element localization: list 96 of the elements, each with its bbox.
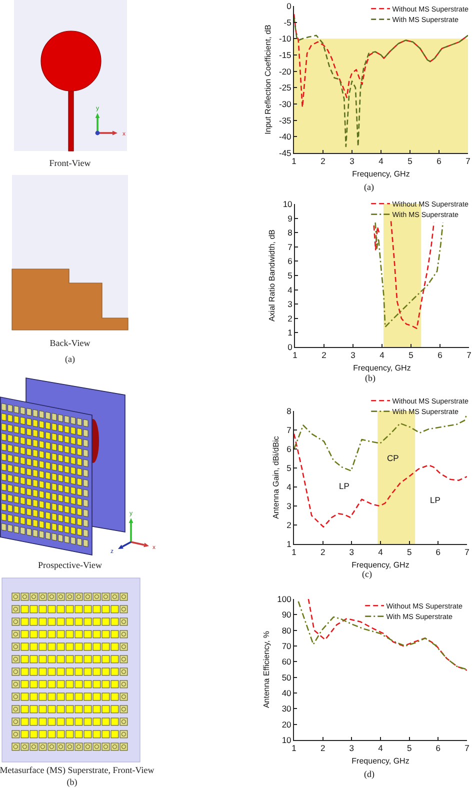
x-tick-label: 3 bbox=[349, 547, 354, 558]
y-tick-label: 8 bbox=[288, 228, 293, 238]
y-tick-label: -35 bbox=[279, 115, 292, 126]
y-tick-label: 7 bbox=[286, 424, 292, 435]
x-tick-label: 7 bbox=[466, 156, 471, 166]
x-tick-label: 3 bbox=[349, 743, 354, 754]
y-tick-label: 3 bbox=[286, 500, 292, 511]
y-tick-label: -5 bbox=[284, 17, 292, 28]
x-tick-label: 5 bbox=[406, 547, 412, 558]
text: (b) bbox=[66, 777, 78, 787]
y-tick-label: 1 bbox=[286, 538, 292, 549]
y-tick-label: 2 bbox=[288, 313, 293, 324]
y-tick-label: 4 bbox=[288, 284, 293, 295]
legend-label: With MS Superstrate bbox=[392, 210, 459, 220]
annotation: CP bbox=[387, 453, 400, 463]
y-tick-label: 5 bbox=[286, 462, 292, 473]
y-tick-label: 100 bbox=[277, 594, 292, 604]
annotation: LP bbox=[430, 495, 441, 505]
x-tick-label: 4 bbox=[378, 743, 384, 754]
x-tick-label: 6 bbox=[436, 743, 441, 754]
legend-label: With MS Superstrate bbox=[386, 612, 453, 622]
y-tick-label: 3 bbox=[288, 299, 293, 310]
legend-label: Without MS Superstrate bbox=[392, 4, 469, 14]
y-tick-label: 6 bbox=[286, 444, 292, 454]
text: (a) bbox=[364, 182, 374, 192]
y-tick-label: 70 bbox=[282, 640, 292, 651]
legend-label: Without MS Superstrate bbox=[386, 601, 463, 610]
y-tick-label: 5 bbox=[288, 270, 293, 280]
y-tick-label: 1 bbox=[288, 328, 293, 338]
text: Front-View bbox=[49, 158, 92, 168]
x-tick-label: 4 bbox=[378, 547, 384, 558]
x-axis-title: Frequency, GHz bbox=[353, 363, 411, 372]
y-tick-label: 90 bbox=[282, 610, 292, 620]
y-tick-label: 6 bbox=[288, 256, 293, 266]
y-tick-label: 8 bbox=[286, 406, 292, 416]
x-tick-label: 2 bbox=[320, 156, 326, 166]
line-series bbox=[374, 222, 444, 328]
x-tick-label: 2 bbox=[320, 743, 326, 754]
x-tick-label: 4 bbox=[380, 350, 385, 360]
y-tick-label: 4 bbox=[286, 482, 292, 492]
y-axis-title: Axial Ratio Bandwidth, dB bbox=[268, 229, 277, 322]
legend-label: With MS Superstrate bbox=[392, 15, 459, 24]
x-tick-label: 3 bbox=[350, 156, 355, 166]
y-tick-label: 50 bbox=[282, 672, 292, 682]
y-tick-label: 80 bbox=[282, 625, 292, 636]
text: Back-View bbox=[50, 338, 91, 348]
y-tick-label: -25 bbox=[279, 82, 292, 93]
y-tick-label: 20 bbox=[282, 719, 292, 730]
y-axis-title: Antenna Gain, dBi/dBic bbox=[271, 436, 280, 519]
text: Metasurface (MS) Superstrate, Front-View bbox=[0, 765, 155, 775]
y-tick-label: 9 bbox=[288, 213, 293, 224]
y-tick-label: -15 bbox=[279, 50, 292, 60]
legend-label: Without MS Superstrate bbox=[392, 396, 469, 406]
y-tick-label: 10 bbox=[282, 734, 292, 745]
x-tick-label: 7 bbox=[464, 743, 470, 754]
x-tick-label: 7 bbox=[466, 350, 472, 360]
y-tick-label: 0 bbox=[288, 342, 293, 352]
x-tick-label: 5 bbox=[408, 156, 413, 166]
line-series bbox=[294, 14, 468, 108]
y-tick-label: -45 bbox=[279, 148, 292, 158]
x-tick-label: 5 bbox=[408, 350, 414, 360]
x-tick-label: 2 bbox=[320, 547, 326, 558]
text: (b) bbox=[365, 373, 376, 383]
y-tick-label: 40 bbox=[282, 688, 292, 698]
x-tick-label: 6 bbox=[436, 547, 441, 558]
line-series bbox=[294, 16, 468, 148]
x-tick-label: 6 bbox=[438, 350, 443, 360]
annotation: LP bbox=[339, 481, 350, 491]
y-tick-label: -10 bbox=[279, 34, 292, 44]
x-tick-label: 5 bbox=[406, 743, 412, 754]
y-tick-label: 30 bbox=[282, 704, 292, 714]
y-axis-title: Input Reflection Coefficient, dB bbox=[264, 24, 273, 134]
line-series bbox=[294, 433, 467, 528]
y-axis-title: Antenna Efficiency, % bbox=[262, 630, 271, 708]
x-tick-label: 6 bbox=[436, 156, 442, 166]
y-tick-label: -30 bbox=[279, 98, 292, 109]
x-axis-title: Frequency, GHz bbox=[352, 169, 410, 178]
x-tick-label: 3 bbox=[350, 350, 356, 360]
x-axis-title: Frequency, GHz bbox=[352, 756, 410, 766]
y-tick-label: 7 bbox=[288, 242, 293, 252]
x-tick-label: 7 bbox=[464, 547, 470, 558]
text: (d) bbox=[364, 769, 374, 779]
y-tick-label: 60 bbox=[282, 656, 292, 667]
legend-label: With MS Superstrate bbox=[392, 407, 459, 416]
y-tick-label: -20 bbox=[279, 66, 292, 76]
legend-label: Without MS Superstrate bbox=[392, 199, 469, 208]
x-tick-label: 2 bbox=[322, 350, 327, 360]
text: Prospective-View bbox=[38, 560, 102, 570]
x-tick-label: 4 bbox=[378, 156, 384, 166]
y-tick-label: 10 bbox=[282, 198, 293, 209]
text: (c) bbox=[362, 569, 372, 579]
text: (a) bbox=[65, 354, 75, 364]
y-tick-label: -40 bbox=[279, 132, 292, 142]
y-tick-label: 2 bbox=[286, 520, 292, 530]
x-axis-title: Frequency, GHz bbox=[352, 560, 410, 570]
y-tick-label: 0 bbox=[286, 0, 292, 11]
